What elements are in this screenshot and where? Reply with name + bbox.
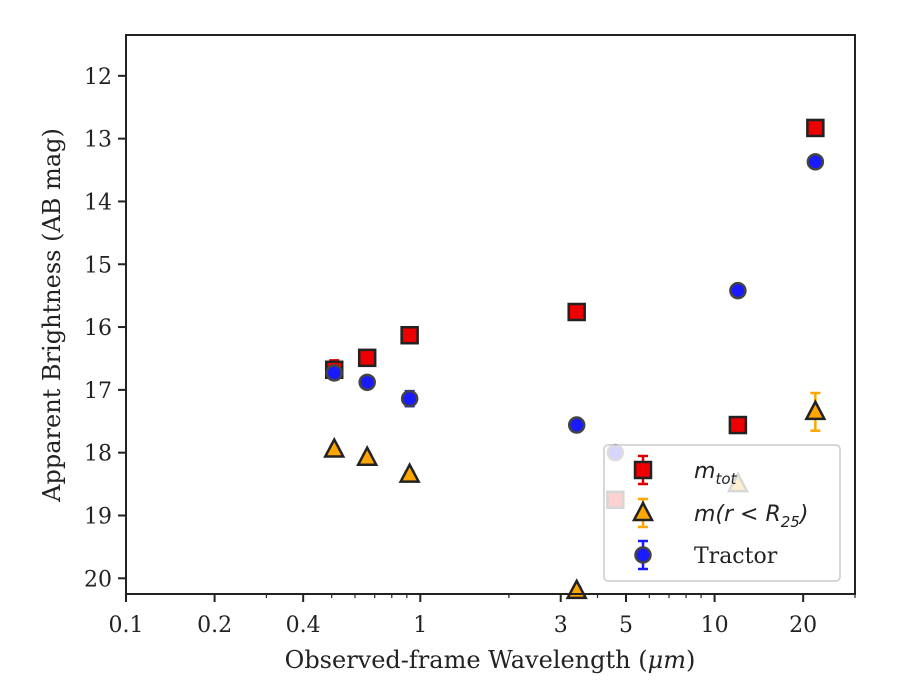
y-tick-label: 19 xyxy=(84,504,112,529)
x-tick-label: 0.1 xyxy=(109,613,144,638)
plot-frame xyxy=(125,34,856,595)
y-tick-label: 16 xyxy=(84,316,112,341)
point-mr25 xyxy=(398,461,421,483)
y-tick-label: 13 xyxy=(84,128,112,153)
point-mr25 xyxy=(804,399,827,421)
y-tick-label: 18 xyxy=(84,442,112,467)
point-mtot xyxy=(357,348,377,368)
x-tick-label: 3 xyxy=(554,613,568,638)
legend-marker-tractor xyxy=(634,546,652,564)
point-mtot xyxy=(400,325,419,345)
x-tick-label: 0.4 xyxy=(286,613,321,638)
y-tick-label: 15 xyxy=(84,253,112,278)
x-axis-label: Observed-frame Wavelength (μm) xyxy=(285,646,696,674)
legend: mtot m(r < R25) Tractor xyxy=(603,444,841,582)
x-tick-label: 10 xyxy=(701,613,729,638)
x-tick-label: 5 xyxy=(619,613,633,638)
x-tick-label: 0.2 xyxy=(197,613,232,638)
point-mr25 xyxy=(356,445,379,466)
legend-marker-mr25 xyxy=(631,500,655,522)
point-tractor xyxy=(325,364,343,382)
point-mr25 xyxy=(323,436,346,458)
point-tractor xyxy=(358,373,376,392)
y-axis-label: Apparent Brightness (AB mag) xyxy=(38,128,66,503)
legend-label-mtot: mtot xyxy=(694,459,737,488)
point-mtot xyxy=(806,118,825,138)
legend-box xyxy=(603,444,841,582)
x-tick-label: 20 xyxy=(789,613,817,638)
x-tick-label: 1 xyxy=(413,613,427,638)
y-tick-label: 12 xyxy=(84,65,112,90)
legend-label-tractor: Tractor xyxy=(694,544,778,569)
y-tick-label: 17 xyxy=(84,379,112,404)
point-tractor xyxy=(567,416,586,434)
point-mtot xyxy=(728,415,748,435)
y-tick-label: 14 xyxy=(84,190,112,215)
point-tractor xyxy=(400,389,419,408)
point-mr25 xyxy=(565,578,588,600)
legend-marker-mtot xyxy=(633,460,653,480)
y-tick-label: 20 xyxy=(84,567,112,592)
point-mtot xyxy=(567,302,586,322)
legend-label-mr25: m(r < R25) xyxy=(694,502,808,531)
point-tractor xyxy=(806,153,825,171)
point-tractor xyxy=(729,281,747,300)
